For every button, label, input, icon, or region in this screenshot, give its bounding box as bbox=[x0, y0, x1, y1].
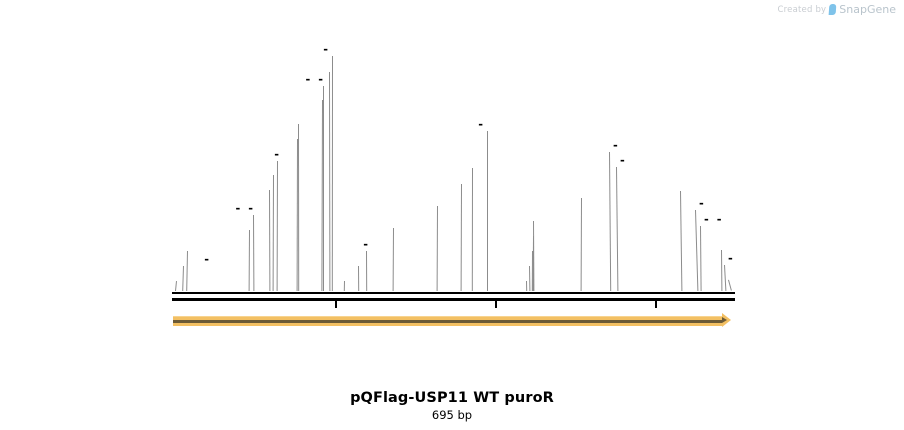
enzyme-separator: - bbox=[319, 42, 332, 56]
leader-line bbox=[272, 175, 274, 292]
enzyme-label[interactable] bbox=[336, 268, 344, 281]
leader-line bbox=[323, 86, 324, 291]
orf-body-core bbox=[173, 320, 722, 323]
leader-line bbox=[695, 209, 699, 291]
enzyme-label[interactable] bbox=[241, 217, 249, 230]
enzyme-label[interactable]: - - bbox=[223, 202, 257, 215]
leader-line bbox=[276, 161, 278, 292]
enzyme-label[interactable]: - bbox=[609, 139, 630, 152]
backbone-strand-top bbox=[172, 292, 735, 294]
enzyme-label[interactable]: - bbox=[616, 154, 637, 167]
leader-line bbox=[436, 206, 438, 292]
leader-line bbox=[329, 71, 331, 291]
enzyme-label[interactable]: - bbox=[192, 253, 213, 266]
enzyme-label[interactable] bbox=[187, 268, 195, 281]
snapgene-logo-icon bbox=[829, 4, 836, 15]
ruler-tick bbox=[495, 301, 497, 308]
enzyme-label[interactable] bbox=[680, 178, 688, 191]
enzyme-separator: - bbox=[270, 147, 283, 161]
ruler-tick bbox=[655, 301, 657, 308]
enzyme-label[interactable] bbox=[518, 268, 526, 281]
leader-line bbox=[358, 265, 360, 291]
enzyme-separator: - bbox=[700, 212, 713, 226]
enzyme-label[interactable]: - bbox=[695, 197, 716, 210]
leader-line bbox=[680, 190, 683, 291]
enzyme-label[interactable] bbox=[525, 208, 533, 221]
enzyme-label[interactable] bbox=[289, 126, 297, 139]
leader-line bbox=[700, 225, 702, 291]
page-title: pQFlag-USP11 WT puroR bbox=[350, 390, 554, 406]
leader-line bbox=[182, 266, 184, 292]
leader-line bbox=[728, 279, 732, 291]
enzyme-label[interactable] bbox=[290, 111, 298, 124]
enzyme-label[interactable] bbox=[464, 155, 472, 168]
enzyme-label[interactable] bbox=[187, 238, 195, 251]
enzyme-label[interactable]: - bbox=[466, 118, 487, 131]
enzyme-label[interactable]: - bbox=[311, 43, 332, 56]
enzyme-separator: - bbox=[314, 72, 327, 86]
leader-line bbox=[366, 250, 368, 291]
watermark-brand: SnapGene bbox=[839, 3, 896, 16]
watermark-created-by: Created by bbox=[777, 4, 827, 15]
enzyme-label[interactable] bbox=[429, 193, 437, 206]
leader-line bbox=[487, 131, 488, 291]
enzyme-separator: - bbox=[244, 201, 257, 215]
snapgene-watermark: Created by SnapGene bbox=[778, 3, 897, 16]
enzyme-label[interactable] bbox=[261, 177, 269, 190]
enzyme-label[interactable] bbox=[314, 87, 322, 100]
enzyme-label[interactable] bbox=[521, 253, 529, 266]
enzyme-separator: - bbox=[695, 196, 708, 210]
leader-line bbox=[460, 184, 462, 292]
enzyme-separator: - bbox=[200, 252, 213, 266]
plasmid-length: 695 bp bbox=[431, 408, 473, 422]
enzyme-separator: - bbox=[301, 72, 315, 86]
enzyme-label[interactable]: - bbox=[351, 238, 372, 251]
leader-line bbox=[526, 280, 528, 291]
enzyme-label[interactable]: - - bbox=[293, 73, 327, 86]
enzyme-separator: - bbox=[616, 153, 629, 167]
leader-line bbox=[248, 230, 250, 292]
enzyme-separator: - bbox=[712, 212, 726, 226]
enzyme-label[interactable] bbox=[525, 223, 533, 236]
enzyme-label[interactable] bbox=[350, 253, 358, 266]
enzyme-label[interactable] bbox=[321, 59, 329, 72]
ruler-tick bbox=[335, 301, 337, 308]
enzyme-label[interactable] bbox=[721, 237, 729, 250]
leader-line bbox=[269, 189, 271, 291]
leader-line bbox=[392, 228, 394, 292]
enzyme-label[interactable]: - - bbox=[700, 213, 734, 226]
enzyme-separator: - bbox=[231, 201, 245, 215]
leader-line bbox=[616, 166, 619, 291]
enzyme-separator: - bbox=[474, 117, 487, 131]
leader-line bbox=[471, 168, 473, 292]
enzyme-label[interactable] bbox=[524, 238, 532, 251]
enzyme-separator: - bbox=[609, 138, 622, 152]
enzyme-separator: - bbox=[724, 251, 737, 265]
leader-line bbox=[298, 123, 300, 291]
leader-line bbox=[721, 249, 723, 291]
enzyme-label[interactable] bbox=[453, 171, 461, 184]
orf-arrowhead-core bbox=[722, 317, 727, 323]
enzyme-label[interactable] bbox=[265, 162, 273, 175]
enzyme-label[interactable] bbox=[385, 215, 393, 228]
leader-line bbox=[580, 198, 582, 292]
leader-line bbox=[175, 281, 177, 292]
leader-line bbox=[609, 151, 612, 291]
enzyme-label[interactable]: - bbox=[262, 148, 283, 161]
leader-line bbox=[343, 281, 345, 292]
enzyme-label[interactable] bbox=[573, 185, 581, 198]
enzyme-separator: - bbox=[359, 237, 372, 251]
leader-line bbox=[724, 264, 727, 291]
enzyme-label[interactable] bbox=[728, 267, 736, 280]
orf-body bbox=[173, 316, 722, 326]
leader-line bbox=[529, 265, 531, 291]
leader-line bbox=[533, 220, 535, 291]
enzyme-label[interactable]: - bbox=[724, 252, 745, 265]
leader-line bbox=[331, 56, 333, 292]
leader-line bbox=[253, 214, 255, 291]
backbone-strand-bottom bbox=[172, 298, 735, 301]
